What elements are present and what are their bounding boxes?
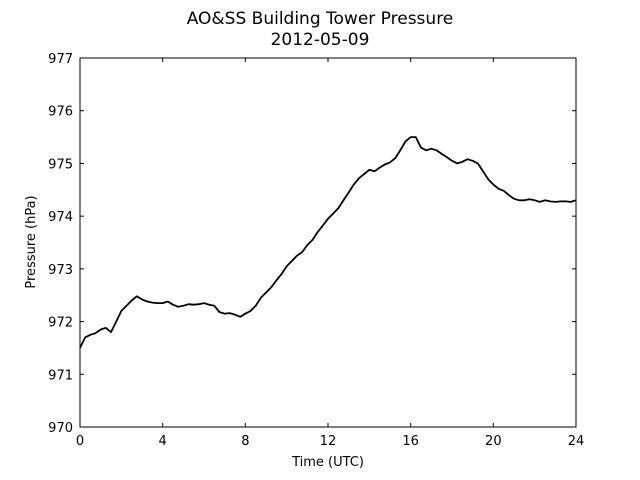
x-tick-label: 4 [159, 434, 167, 449]
plot-frame [79, 57, 577, 428]
series-layer [79, 136, 577, 349]
y-tick-label: 973 [48, 263, 73, 278]
chart-title: AO&SS Building Tower Pressure [187, 9, 454, 29]
x-axis-label: Time (UTC) [291, 455, 364, 470]
chart-subtitle: 2012-05-09 [271, 30, 370, 50]
pressure-series-line [79, 136, 577, 349]
y-tick-label: 974 [48, 210, 73, 225]
x-tick-label: 0 [76, 434, 84, 449]
x-tick-label: 12 [320, 434, 337, 449]
y-axis-label: Pressure (hPa) [24, 195, 39, 288]
y-tick-label: 972 [48, 316, 73, 331]
x-tick-label: 16 [402, 434, 419, 449]
x-axis-ticks: 0 4 8 12 16 20 24 [76, 58, 584, 449]
x-tick-label: 20 [485, 434, 502, 449]
x-tick-label: 8 [241, 434, 249, 449]
y-tick-label: 975 [48, 157, 73, 172]
x-tick-label: 24 [568, 434, 585, 449]
y-tick-label: 971 [48, 368, 73, 383]
y-tick-label: 977 [48, 52, 73, 67]
y-tick-label: 970 [48, 421, 73, 436]
y-tick-label: 976 [48, 105, 73, 120]
y-axis-ticks: 970 971 972 973 974 975 976 977 [48, 52, 576, 436]
